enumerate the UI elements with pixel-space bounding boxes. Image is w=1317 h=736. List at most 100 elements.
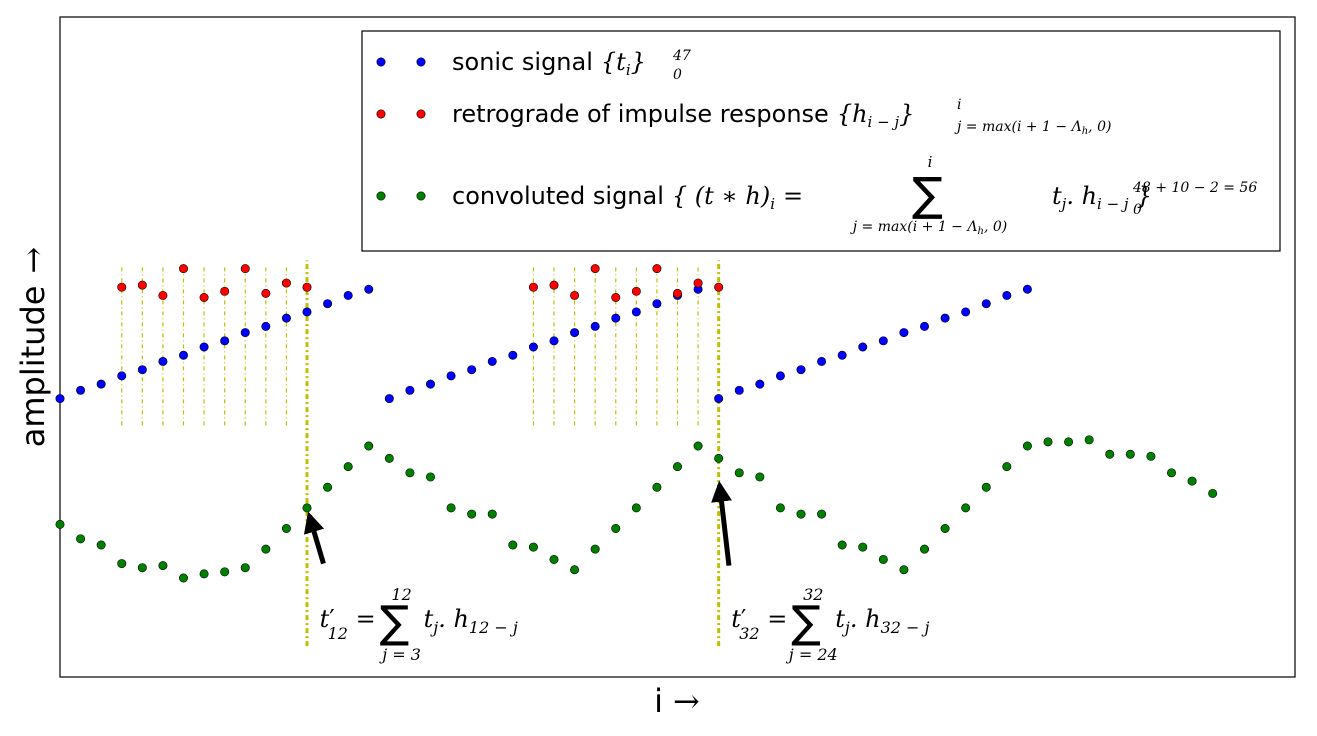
sonic-point — [755, 379, 765, 389]
annotation-arrow — [303, 511, 326, 565]
convoluted-point — [261, 544, 271, 554]
convoluted-point — [672, 462, 682, 472]
sonic-point — [631, 307, 641, 317]
legend-marker-retrograde — [376, 109, 386, 119]
sonic-point — [446, 371, 456, 381]
sonic-point — [796, 365, 806, 375]
convoluted-point — [940, 523, 950, 533]
legend: sonic signal {ti} 47 0 retrograde of impu… — [361, 30, 1281, 252]
retrograde-point — [302, 282, 312, 292]
convoluted-point — [364, 441, 374, 451]
convoluted-point — [425, 472, 435, 482]
sonic-point — [76, 385, 86, 395]
sonic-point — [302, 307, 312, 317]
sonic-point — [961, 307, 971, 317]
convoluted-point — [179, 573, 189, 583]
legend-convoluted-body: tj. hi − j} — [1052, 182, 1152, 213]
convoluted-point — [652, 482, 662, 492]
annotation-t32-body: tj. h32 − j — [835, 605, 929, 637]
annotation-t32: t′ 32 = ∑ 32 j = 24 tj. h32 − j — [731, 585, 929, 664]
annotation-t32-sigma: ∑ — [791, 597, 821, 648]
retrograde-point — [179, 264, 189, 274]
annotation-t32-subscript: 32 — [739, 624, 759, 643]
convoluted-point — [1064, 437, 1074, 447]
legend-box — [361, 30, 1281, 252]
x-axis-label: i → — [654, 682, 700, 720]
convoluted-point — [384, 453, 394, 463]
legend-marker-sonic — [376, 57, 386, 67]
retrograde-point — [528, 282, 538, 292]
sonic-point — [55, 394, 65, 404]
legend-convoluted-sigma: ∑ — [912, 167, 943, 221]
sonic-point — [179, 350, 189, 360]
legend-sonic-upper: 47 — [672, 48, 691, 64]
convoluted-point — [467, 509, 477, 519]
sonic-point — [323, 299, 333, 309]
sonic-point — [240, 328, 250, 338]
legend-marker-retrograde — [416, 109, 426, 119]
sonic-point — [817, 356, 827, 366]
sonic-point — [364, 284, 374, 294]
retrograde-point — [137, 280, 147, 290]
legend-convoluted-upper: i — [928, 153, 933, 171]
sonic-point — [281, 313, 291, 323]
sonic-point — [837, 350, 847, 360]
retrograde-point — [693, 278, 703, 288]
convoluted-point — [55, 519, 65, 529]
annotation-t12-body: tj. h12 − j — [424, 605, 518, 637]
legend-retrograde-upper: i — [957, 97, 961, 113]
sonic-point — [549, 336, 559, 346]
annotation-t32-term: t′ — [731, 605, 746, 633]
sonic-point — [1022, 284, 1032, 294]
legend-sonic-lower: 0 — [673, 67, 682, 83]
retrograde-point — [672, 288, 682, 298]
convoluted-point — [528, 542, 538, 552]
sonic-point — [405, 385, 415, 395]
convoluted-point — [858, 542, 868, 552]
annotation-t12-equals: = — [356, 605, 376, 633]
annotation-t12-sigma: ∑ — [380, 597, 410, 648]
convoluted-point — [734, 468, 744, 478]
convoluted-point — [1105, 449, 1115, 459]
retrograde-point — [570, 290, 580, 300]
sonic-point — [199, 342, 209, 352]
sonic-point — [714, 394, 724, 404]
sonic-point — [137, 365, 147, 375]
convoluted-point — [611, 523, 621, 533]
sonic-point — [570, 328, 580, 338]
sonic-point — [528, 342, 538, 352]
sonic-point — [467, 365, 477, 375]
legend-marker-sonic — [416, 57, 426, 67]
sonic-point — [590, 321, 600, 331]
convoluted-point — [693, 441, 703, 451]
annotation-t12-subscript: 12 — [328, 624, 348, 643]
convoluted-point — [1187, 476, 1197, 486]
convoluted-signal-series — [55, 435, 1218, 583]
convoluted-point — [899, 565, 909, 575]
convoluted-point — [405, 468, 415, 478]
convoluted-point — [961, 503, 971, 513]
convoluted-point — [570, 565, 580, 575]
convoluted-point — [446, 503, 456, 513]
convoluted-point — [837, 540, 847, 550]
sonic-point — [878, 336, 888, 346]
convoluted-point — [1208, 488, 1218, 498]
convoluted-point — [714, 453, 724, 463]
legend-entry-sonic: sonic signal {ti} 47 0 — [376, 48, 691, 83]
retrograde-point — [652, 264, 662, 274]
legend-entry-retrograde: retrograde of impulse response {hi − j} i… — [376, 97, 1111, 137]
legend-marker-convoluted — [376, 191, 386, 201]
sonic-point — [508, 350, 518, 360]
annotation-t12-term: t′ — [320, 605, 335, 633]
convoluted-point — [76, 534, 86, 544]
convoluted-point — [1125, 449, 1135, 459]
legend-retrograde-lower: j = max(i + 1 − Λh, 0) — [954, 119, 1111, 137]
retrograde-point — [158, 290, 168, 300]
convoluted-point — [508, 540, 518, 550]
convoluted-point — [281, 523, 291, 533]
retrograde-series — [117, 264, 724, 302]
convoluted-point — [343, 462, 353, 472]
retrograde-point — [199, 292, 209, 302]
convoluted-point — [199, 569, 209, 579]
